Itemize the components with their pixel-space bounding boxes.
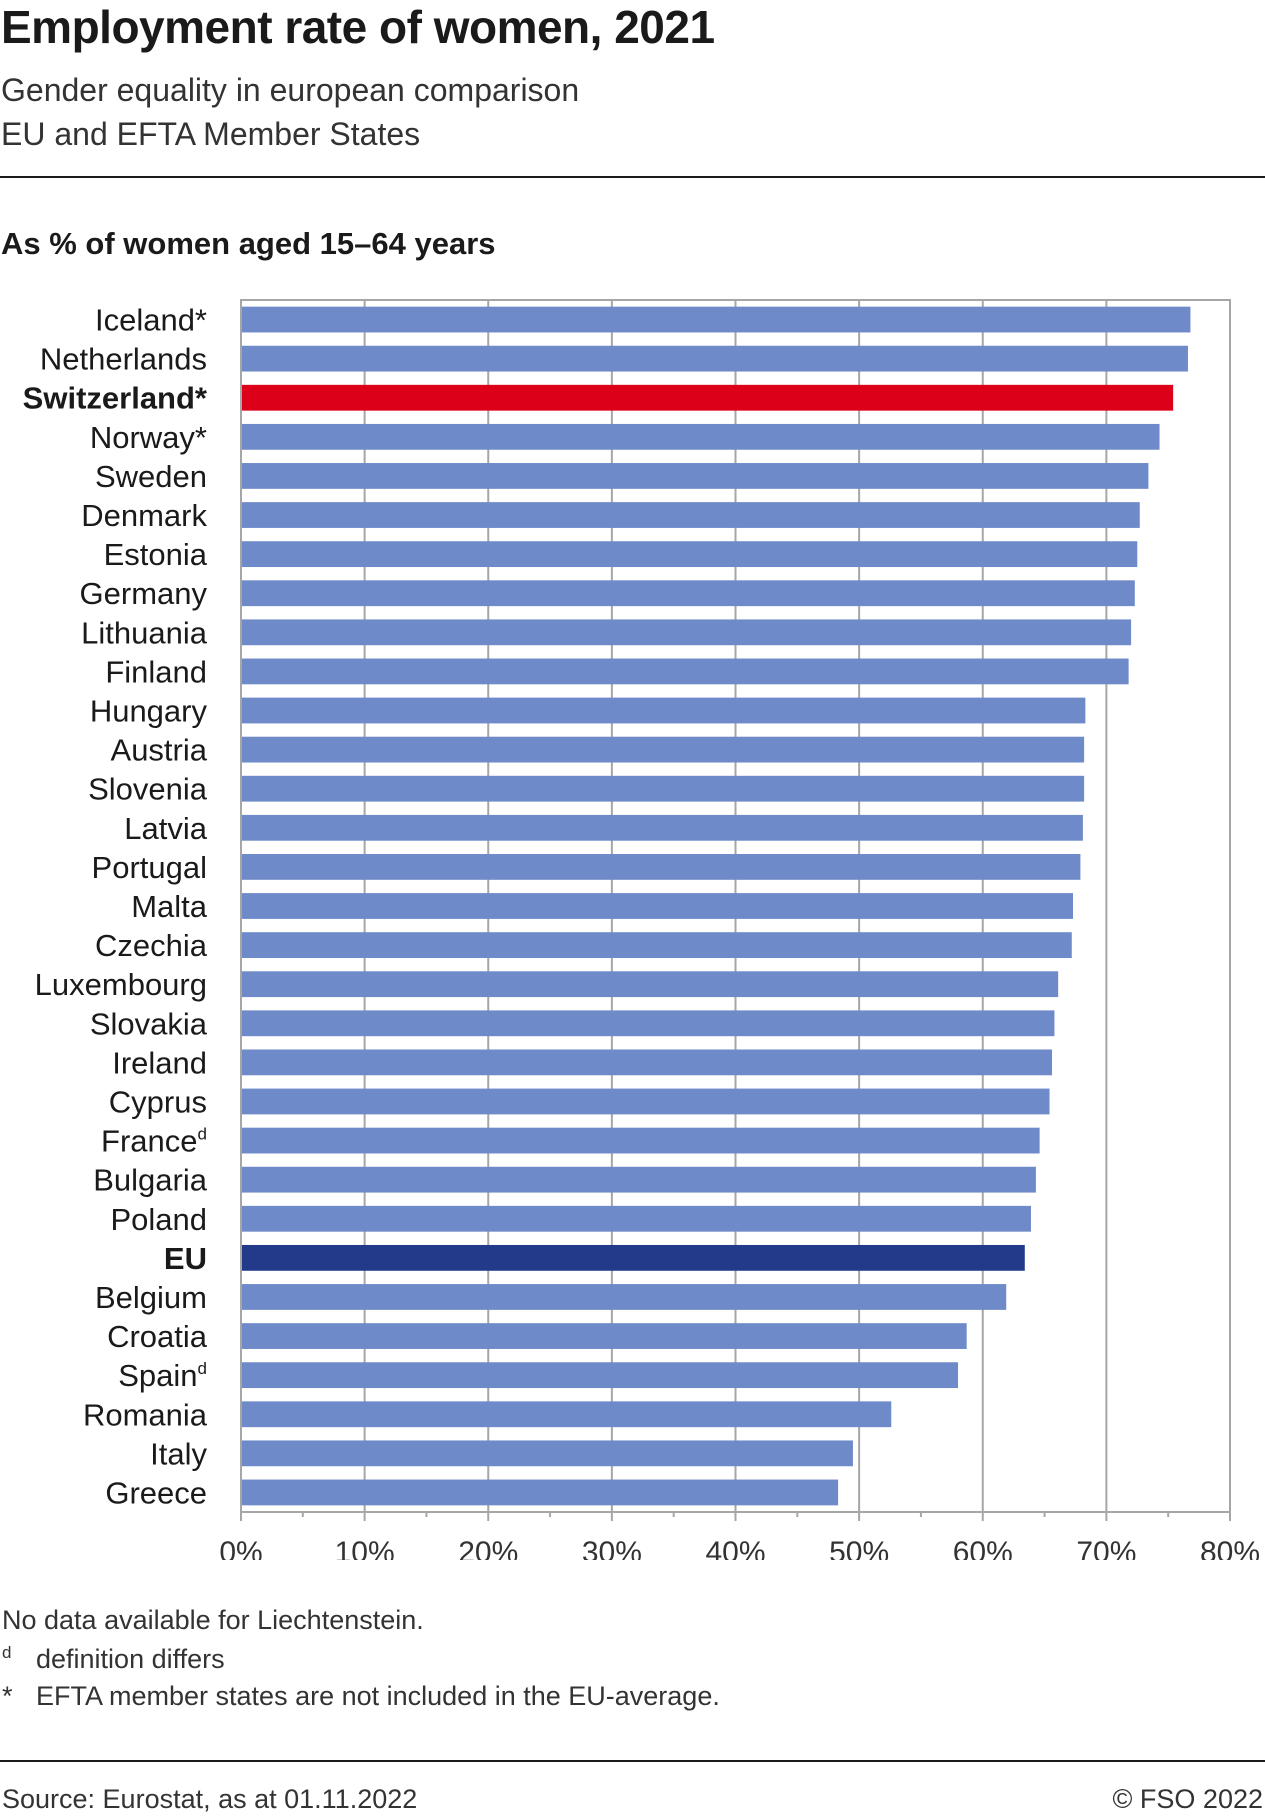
category-label: Finland <box>105 654 207 689</box>
bar <box>242 697 1086 724</box>
bar <box>242 971 1059 998</box>
category-label: Franced <box>101 1124 207 1159</box>
footnote-mark-asterisk: * <box>2 1681 13 1711</box>
bar <box>242 775 1085 802</box>
footnote-mark-d: d <box>2 1643 12 1662</box>
bar <box>242 384 1174 411</box>
category-label: Croatia <box>107 1319 208 1354</box>
category-label: Slovenia <box>88 772 208 807</box>
footnote-definition-text: definition differs <box>36 1644 225 1674</box>
bar <box>242 854 1081 880</box>
bar <box>242 814 1083 841</box>
category-label: Spaind <box>118 1358 207 1393</box>
x-tick-label: 10% <box>335 1536 395 1560</box>
bottom-divider <box>0 1760 1265 1762</box>
bar <box>242 1323 967 1349</box>
category-label: Latvia <box>124 811 207 846</box>
category-label: Estonia <box>104 537 208 572</box>
category-label: Netherlands <box>40 342 207 377</box>
footnote-efta: * EFTA member states are not included in … <box>2 1681 720 1719</box>
category-label: Slovakia <box>90 1006 208 1041</box>
category-label: Norway* <box>90 420 207 455</box>
x-tick-label: 20% <box>458 1536 518 1560</box>
bar <box>242 1401 892 1428</box>
bar <box>242 1088 1050 1115</box>
bar <box>242 1127 1040 1154</box>
unit-label: As % of women aged 15–64 years <box>1 226 496 261</box>
bar <box>242 1166 1036 1193</box>
category-label: Malta <box>131 889 208 924</box>
category-label: Cyprus <box>109 1084 207 1119</box>
bar <box>242 580 1135 607</box>
x-tick-label: 80% <box>1200 1536 1260 1560</box>
x-tick-label: 40% <box>705 1536 765 1560</box>
category-label: Germany <box>80 576 208 611</box>
top-divider <box>0 176 1265 178</box>
bar <box>242 1010 1055 1037</box>
category-label: Austria <box>111 733 208 768</box>
bar <box>242 345 1188 372</box>
footnote-liechtenstein: No data available for Liechtenstein. <box>2 1605 424 1635</box>
source-note: Source: Eurostat, as at 01.11.2022 <box>2 1784 418 1814</box>
category-label: Switzerland* <box>23 381 208 416</box>
category-label: Poland <box>110 1202 207 1237</box>
category-superscript: d <box>198 1359 207 1378</box>
bar-chart: 0% 10% 20% 30% 40% 50% 60% 70% 80% Iceland* Nether… <box>23 299 1260 1560</box>
category-label: Hungary <box>90 694 208 729</box>
bar <box>242 306 1191 333</box>
category-label: Lithuania <box>81 615 208 650</box>
x-tick-label: 50% <box>829 1536 889 1560</box>
bar <box>242 658 1129 685</box>
x-tick-label: 70% <box>1076 1536 1136 1560</box>
bar <box>242 541 1138 568</box>
bar <box>242 463 1149 489</box>
chart-subtitle-scope: EU and EFTA Member States <box>1 116 421 152</box>
bar <box>242 1362 959 1389</box>
category-label: Bulgaria <box>93 1163 207 1198</box>
category-label: Ireland <box>112 1045 207 1080</box>
category-label: Belgium <box>95 1280 207 1315</box>
category-label: Sweden <box>95 459 207 494</box>
bar <box>242 1479 839 1506</box>
bar <box>242 1244 1025 1271</box>
bar <box>242 423 1160 450</box>
bar <box>242 1049 1052 1076</box>
x-tick-label: 0% <box>219 1536 262 1560</box>
x-tick-label: 60% <box>953 1536 1013 1560</box>
category-label: Portugal <box>92 850 207 885</box>
chart-title: Employment rate of women, 2021 <box>1 1 715 53</box>
chart-subtitle: Gender equality in european comparison <box>1 72 580 108</box>
footnote-efta-text: EFTA member states are not included in t… <box>36 1681 720 1711</box>
category-label: Romania <box>83 1397 208 1432</box>
category-label: Luxembourg <box>35 967 207 1002</box>
bar <box>242 502 1140 528</box>
category-label: Denmark <box>81 498 207 533</box>
copyright-note: © FSO 2022 <box>1112 1784 1263 1814</box>
bar <box>242 1284 1007 1310</box>
x-tick-label: 30% <box>582 1536 642 1560</box>
bar <box>242 932 1072 958</box>
bar <box>242 1440 853 1467</box>
bar <box>242 1205 1031 1232</box>
bar <box>242 736 1085 763</box>
bar <box>242 893 1073 919</box>
category-label: EU <box>164 1241 207 1276</box>
category-label: Greece <box>105 1475 207 1510</box>
category-superscript: d <box>198 1125 207 1144</box>
category-label: Czechia <box>95 928 208 963</box>
footnotes: No data available for Liechtenstein. d de… <box>2 1605 720 1719</box>
bar <box>242 619 1132 646</box>
category-label: Italy <box>150 1436 207 1471</box>
category-label: Iceland* <box>95 303 207 338</box>
footnote-definition: d definition differs <box>2 1643 720 1681</box>
